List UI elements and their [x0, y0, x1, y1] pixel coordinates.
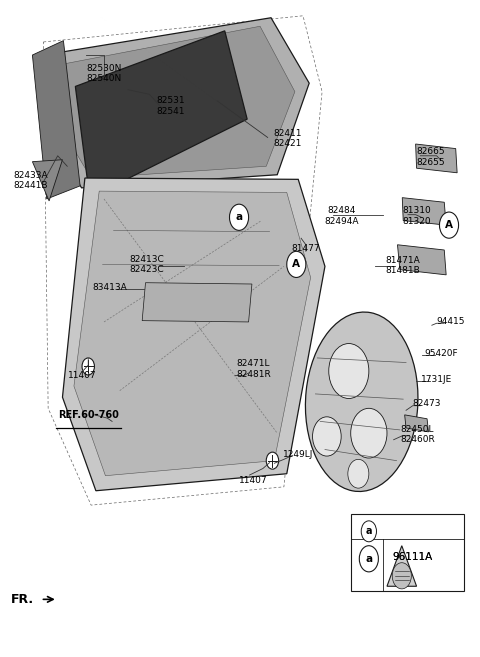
Text: 96111A: 96111A — [393, 553, 433, 562]
Text: 82450L
82460R: 82450L 82460R — [400, 425, 435, 444]
Polygon shape — [74, 191, 311, 476]
Text: 82473: 82473 — [413, 399, 441, 408]
Text: 82411
82421: 82411 82421 — [274, 129, 302, 148]
Polygon shape — [33, 160, 62, 201]
Text: 82413C
82423C: 82413C 82423C — [130, 255, 164, 274]
Text: A: A — [445, 220, 453, 230]
Polygon shape — [402, 198, 446, 225]
Text: 82433A
82441B: 82433A 82441B — [13, 171, 48, 191]
Circle shape — [351, 408, 387, 458]
Text: 11407: 11407 — [68, 371, 97, 380]
Circle shape — [82, 358, 95, 375]
Circle shape — [329, 344, 369, 399]
Polygon shape — [387, 546, 417, 586]
Polygon shape — [75, 31, 247, 198]
Text: 95420F: 95420F — [425, 349, 458, 358]
Text: 1731JE: 1731JE — [421, 375, 452, 384]
Circle shape — [287, 251, 306, 277]
Polygon shape — [405, 415, 429, 432]
Polygon shape — [54, 26, 295, 178]
Circle shape — [266, 452, 279, 469]
Circle shape — [392, 562, 411, 589]
Text: 83413A: 83413A — [93, 283, 128, 292]
Text: 82484
82494A: 82484 82494A — [324, 206, 359, 225]
Polygon shape — [397, 245, 446, 275]
Text: 81471A
81481B: 81471A 81481B — [386, 256, 420, 275]
Circle shape — [348, 459, 369, 488]
Text: a: a — [365, 554, 372, 564]
Text: 96111A: 96111A — [393, 553, 433, 562]
FancyBboxPatch shape — [351, 514, 464, 591]
Text: 1249LJ: 1249LJ — [283, 449, 313, 459]
Text: 82471L
82481R: 82471L 82481R — [236, 359, 271, 379]
Text: 82531
82541: 82531 82541 — [156, 97, 185, 116]
Polygon shape — [62, 178, 325, 491]
Polygon shape — [416, 144, 457, 173]
Circle shape — [360, 546, 378, 572]
Circle shape — [229, 204, 249, 231]
Text: 94415: 94415 — [437, 317, 465, 327]
Text: 82665
82655: 82665 82655 — [417, 147, 445, 167]
Polygon shape — [33, 41, 80, 199]
Circle shape — [440, 212, 458, 238]
Text: A: A — [292, 260, 300, 269]
Text: 11407: 11407 — [239, 476, 268, 485]
Polygon shape — [142, 283, 252, 322]
Text: 82530N
82540N: 82530N 82540N — [86, 64, 121, 83]
Text: 81310
81320: 81310 81320 — [402, 206, 431, 225]
Text: REF.60-760: REF.60-760 — [58, 410, 119, 420]
Polygon shape — [40, 18, 309, 188]
Ellipse shape — [305, 312, 418, 491]
Text: a: a — [366, 526, 372, 536]
Circle shape — [361, 521, 376, 542]
Text: 81477: 81477 — [291, 244, 320, 253]
Circle shape — [312, 417, 341, 456]
Text: a: a — [236, 212, 242, 222]
Text: FR.: FR. — [11, 593, 34, 606]
